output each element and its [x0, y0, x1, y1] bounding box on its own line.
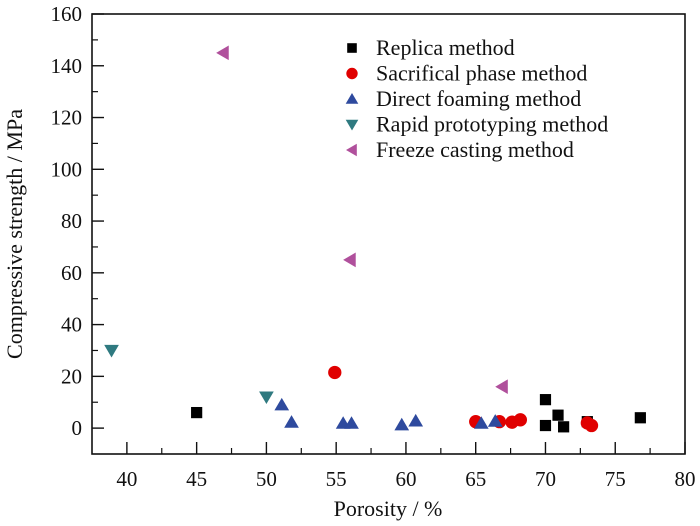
data-point-direct-foaming-method — [284, 415, 299, 428]
data-point-direct-foaming-method — [487, 414, 503, 427]
data-point-direct-foaming-method — [344, 416, 359, 429]
x-tick-label: 65 — [465, 467, 486, 491]
x-tick-label: 50 — [256, 467, 277, 491]
x-axis-ticks: 40 45 50 55 60 65 70 75 80 — [116, 442, 696, 491]
legend-label-replica-method: Replica method — [376, 35, 515, 60]
x-tick-label: 80 — [675, 467, 696, 491]
legend-marker-freeze-casting-method — [346, 143, 357, 157]
data-point-replica-method — [634, 412, 646, 424]
legend-marker-rapid-prototyping-method — [345, 119, 359, 131]
y-tick-label: 40 — [61, 313, 82, 337]
y-tick-label: 140 — [51, 54, 83, 78]
y-tick-label: 60 — [61, 261, 82, 285]
plot-border — [91, 13, 686, 455]
data-point-rapid-prototyping-method — [259, 391, 274, 405]
data-point-replica-method — [552, 409, 564, 421]
legend-marker-replica-method — [347, 43, 357, 53]
legend-marker-direct-foaming-method — [345, 93, 359, 104]
data-point-direct-foaming-method — [394, 417, 410, 431]
data-point-direct-foaming-method — [274, 397, 290, 411]
data-points — [104, 45, 646, 433]
y-tick-label: 20 — [61, 364, 82, 388]
data-point-sacrifical-phase-method — [328, 365, 342, 380]
data-point-rapid-prototyping-method — [104, 344, 119, 358]
y-axis-title: Compressive strength / MPa — [2, 109, 27, 359]
x-tick-label: 75 — [605, 467, 626, 491]
data-point-freeze-casting-method — [216, 45, 229, 61]
legend-label-rapid-prototyping-method: Rapid prototyping method — [376, 112, 608, 137]
legend-marker-sacrifical-phase-method — [346, 67, 358, 80]
data-point-freeze-casting-method — [343, 252, 356, 268]
x-tick-label: 45 — [186, 467, 207, 491]
data-point-direct-foaming-method — [408, 413, 424, 427]
y-tick-label: 80 — [61, 209, 82, 233]
data-point-sacrifical-phase-method — [584, 418, 599, 433]
data-point-direct-foaming-method — [473, 416, 489, 429]
x-tick-label: 70 — [535, 467, 556, 491]
data-point-freeze-casting-method — [495, 379, 508, 395]
data-point-replica-method — [539, 394, 552, 406]
legend-label-freeze-casting-method: Freeze casting method — [376, 137, 574, 162]
legend-label-sacrifical-phase-method: Sacrifical phase method — [376, 61, 587, 86]
x-tick-label: 60 — [395, 467, 416, 491]
plot-frame — [91, 13, 686, 455]
x-tick-label: 55 — [326, 467, 347, 491]
x-tick-label: 40 — [116, 467, 137, 491]
legend-label-direct-foaming-method: Direct foaming method — [376, 86, 581, 111]
data-point-replica-method — [539, 419, 552, 432]
data-point-replica-method — [558, 421, 570, 433]
x-axis-title: Porosity / % — [334, 496, 443, 521]
y-tick-label: 160 — [51, 2, 83, 26]
y-axis-ticks: 0 20 40 60 80 100 120 140 160 — [51, 2, 104, 440]
y-tick-label: 0 — [72, 416, 83, 440]
y-tick-label: 120 — [51, 106, 83, 130]
data-point-replica-method — [191, 406, 203, 419]
data-point-sacrifical-phase-method — [513, 413, 528, 427]
y-tick-label: 100 — [51, 157, 83, 181]
